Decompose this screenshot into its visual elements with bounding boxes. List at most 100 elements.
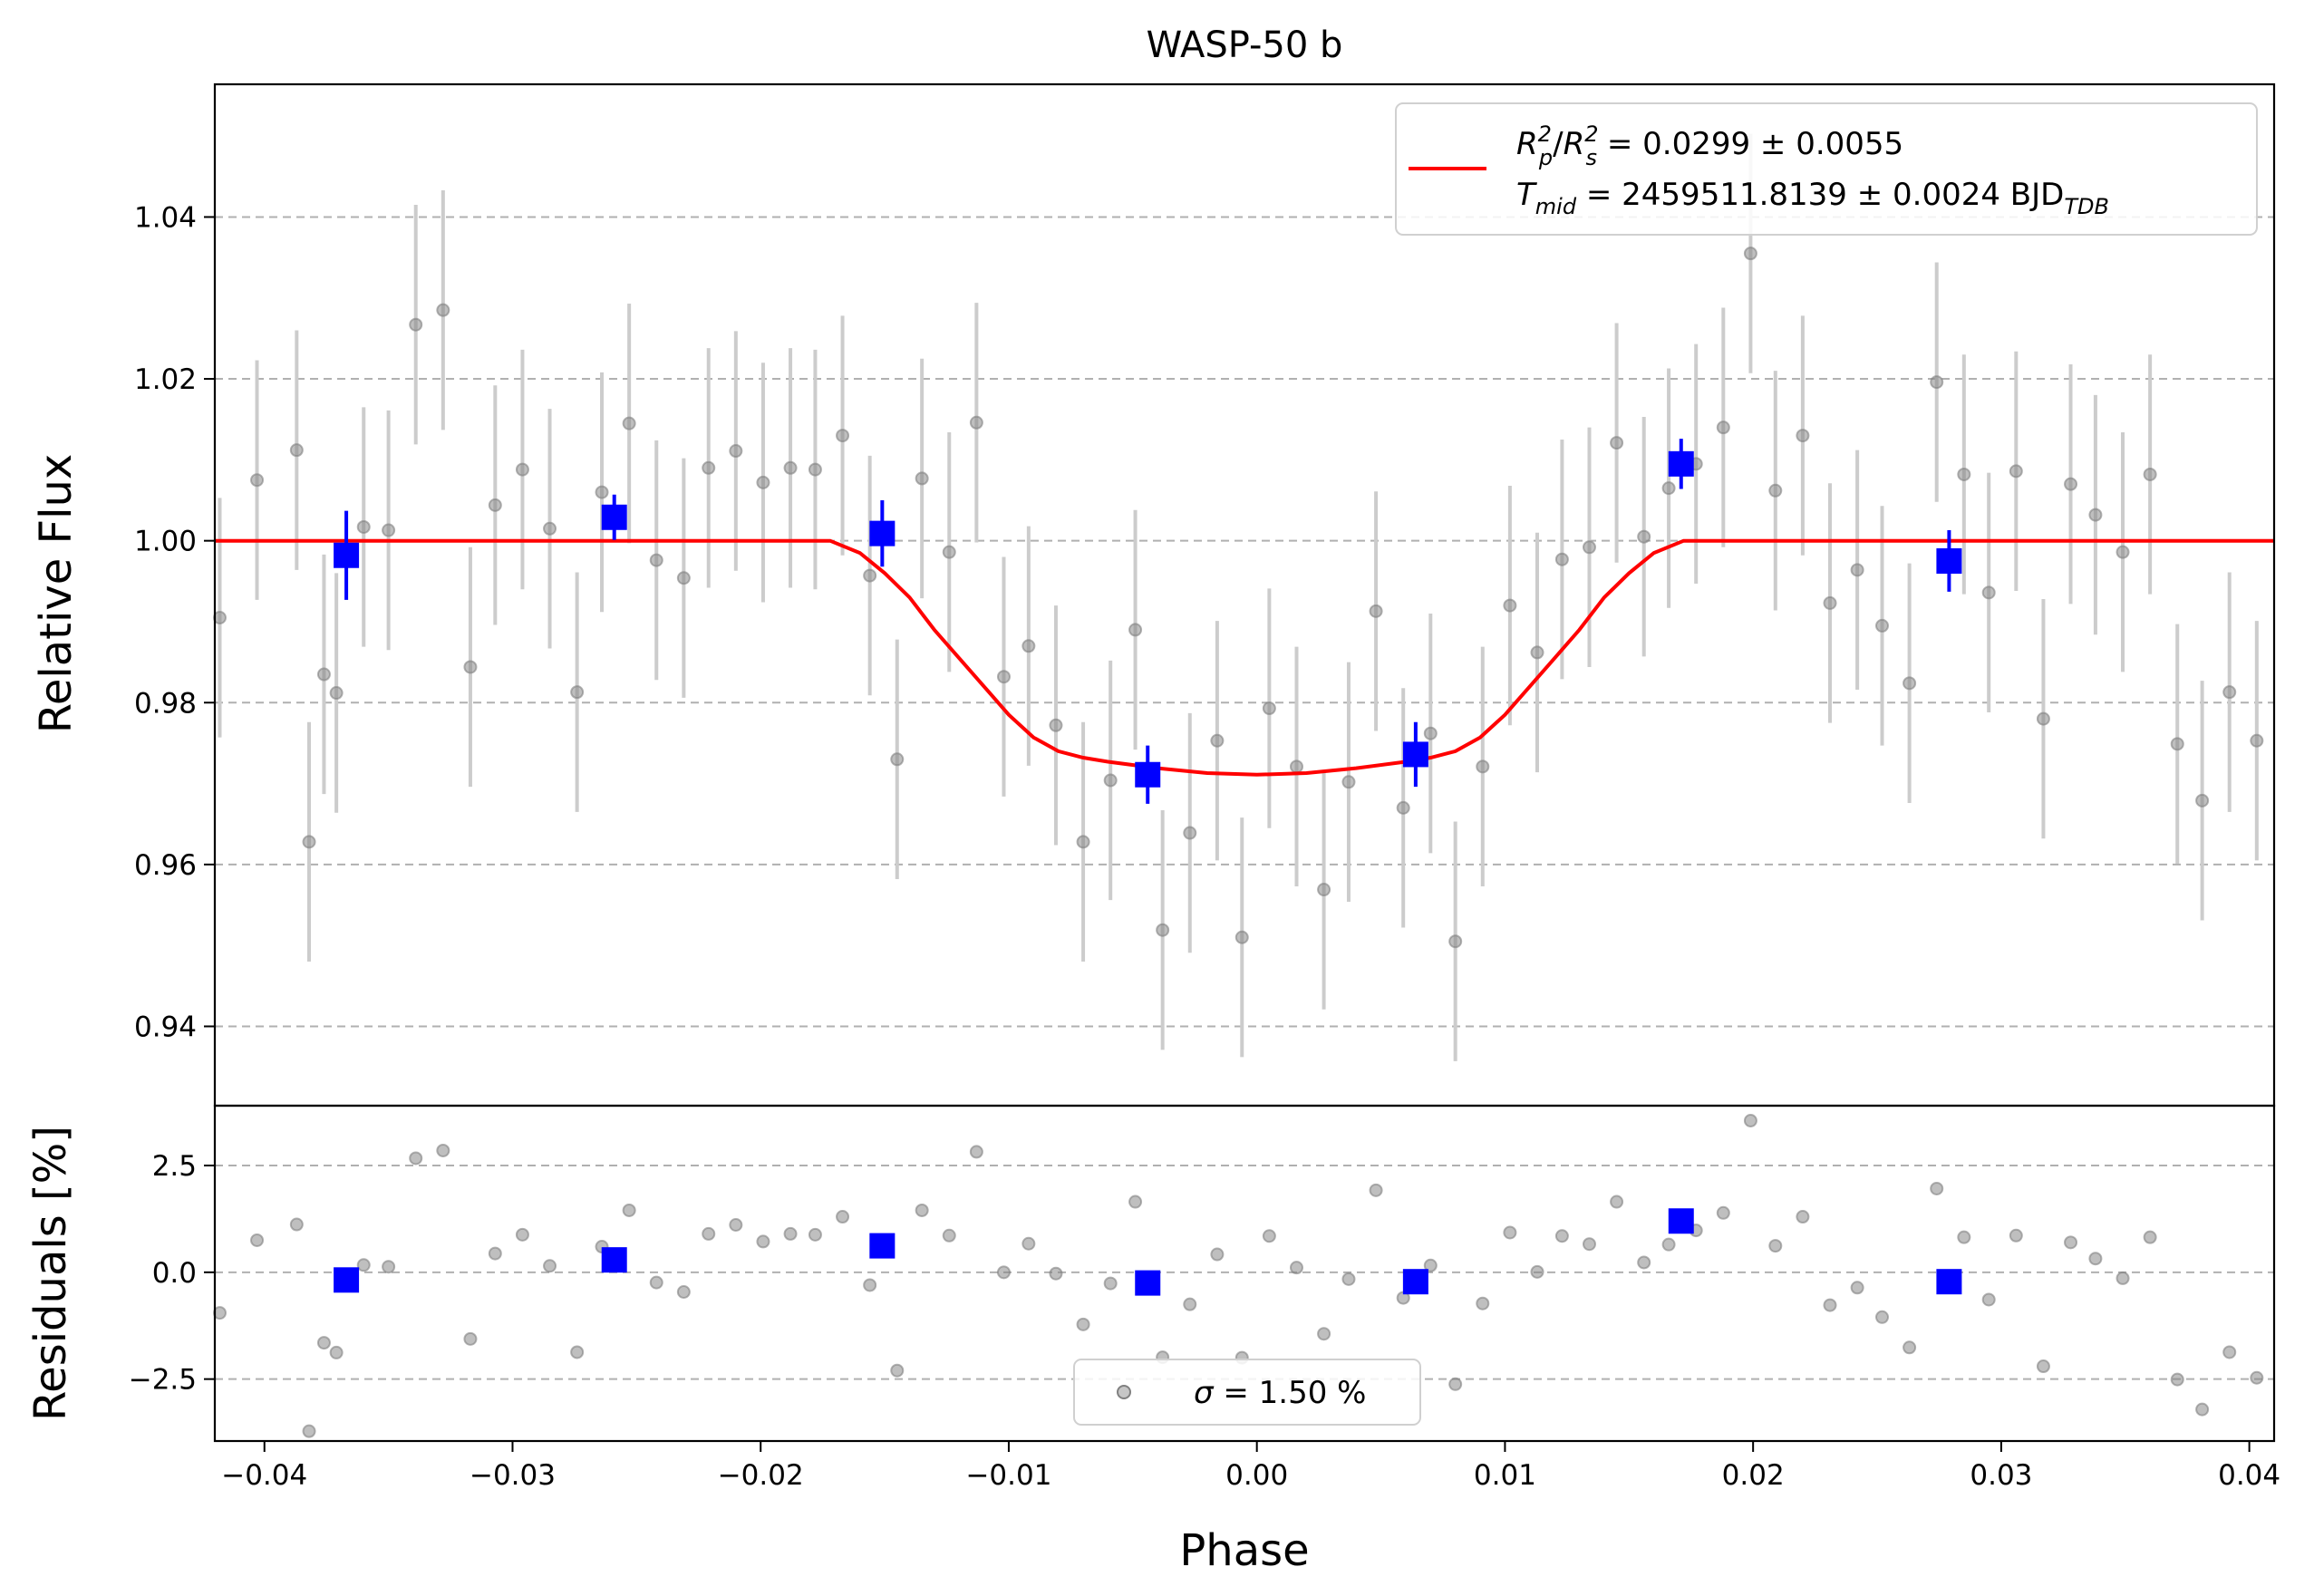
residual-point — [2143, 1230, 2157, 1244]
chart-title: WASP-50 b — [1147, 24, 1343, 66]
residual-point — [863, 1278, 877, 1292]
residual-point — [1423, 1258, 1438, 1272]
top-y-axis-label: Relative Flux — [31, 454, 82, 734]
raw-point — [863, 568, 877, 583]
residual-point — [1262, 1229, 1276, 1243]
raw-point — [1396, 800, 1410, 815]
raw-point — [808, 462, 822, 477]
residual-point — [409, 1151, 423, 1166]
raw-point — [2250, 733, 2264, 748]
residual-point — [915, 1203, 929, 1217]
residual-point — [756, 1234, 770, 1249]
residual-point — [649, 1275, 663, 1290]
top-raw-points — [212, 247, 2264, 949]
transit-model-line — [215, 538, 2274, 777]
raw-point — [1768, 483, 1783, 498]
raw-point — [1716, 421, 1730, 435]
residual-point — [2009, 1228, 2023, 1243]
residual-point — [836, 1210, 850, 1224]
top-y-tick-label: 0.96 — [134, 849, 197, 882]
binned-residual-point — [1936, 1269, 1962, 1295]
raw-point — [1076, 835, 1090, 849]
residual-point — [2195, 1402, 2210, 1417]
raw-point — [890, 752, 905, 767]
top-legend: R2 p/R2 s = 0.0299 ± 0.0055 Tmid = 2459511… — [1395, 102, 2258, 236]
residual-point — [1823, 1298, 1837, 1312]
bottom-y-axis-label: Residuals [%] — [25, 1126, 76, 1421]
raw-point — [676, 571, 691, 585]
bottom-y-tick-label: 0.0 — [152, 1257, 197, 1290]
residual-point — [729, 1218, 743, 1233]
residual-point — [1021, 1236, 1036, 1251]
raw-point — [329, 686, 344, 701]
raw-point — [2064, 477, 2078, 491]
raw-point — [1289, 759, 1303, 774]
raw-point — [649, 553, 663, 567]
binned-point — [1135, 761, 1161, 788]
binned-point — [869, 520, 896, 547]
raw-point — [1981, 585, 1996, 600]
bottom-y-tick-label: 2.5 — [152, 1150, 197, 1183]
raw-point — [250, 473, 265, 488]
raw-point — [1796, 429, 1810, 443]
legend-depth-text: R2 p/R2 s = 0.0299 ± 0.0055 — [1516, 121, 1903, 170]
raw-point — [1476, 759, 1490, 774]
residual-point — [1874, 1310, 1889, 1324]
raw-point — [436, 303, 450, 317]
raw-point — [1128, 623, 1143, 637]
raw-point — [2222, 685, 2237, 700]
x-tick-label: 0.03 — [1970, 1459, 2032, 1492]
x-tick-label: −0.01 — [965, 1459, 1051, 1492]
residual-point — [289, 1217, 304, 1232]
raw-point — [1874, 618, 1889, 633]
residual-point — [969, 1145, 983, 1159]
binned-point — [1668, 450, 1694, 477]
raw-point — [2170, 737, 2184, 751]
raw-point — [1341, 775, 1356, 789]
raw-point — [996, 670, 1011, 684]
residual-point — [2036, 1359, 2050, 1374]
raw-point — [1103, 773, 1118, 788]
residual-point — [808, 1227, 822, 1242]
raw-point — [463, 660, 478, 674]
residual-point — [1317, 1327, 1331, 1341]
raw-point — [2195, 793, 2210, 808]
raw-point — [2143, 467, 2157, 481]
top-y-ticks: 0.94 0.96 0.98 1.00 1.02 1.04 — [134, 201, 215, 1043]
raw-point — [1503, 598, 1517, 613]
raw-point — [729, 444, 743, 459]
residual-point — [2064, 1235, 2078, 1250]
x-tick-label: −0.02 — [718, 1459, 804, 1492]
raw-point — [2009, 464, 2023, 479]
x-ticks: −0.04 −0.03 −0.02 −0.01 0.00 0.01 0.02 0.03 0.04 — [221, 1441, 2280, 1492]
residual-point — [1981, 1292, 1996, 1307]
top-y-tick-label: 0.94 — [134, 1011, 197, 1043]
residual-point — [942, 1228, 956, 1243]
residual-point — [1103, 1276, 1118, 1291]
bottom-legend: σ = 1.50 % — [1073, 1359, 1421, 1426]
raw-point — [1661, 481, 1676, 496]
residual-point — [329, 1345, 344, 1359]
residual-point — [2088, 1252, 2103, 1266]
residual-point — [1850, 1281, 1864, 1295]
raw-point — [622, 416, 636, 430]
bottom-gridlines — [215, 1164, 2274, 1380]
raw-point — [969, 415, 983, 430]
bottom-binned-points — [334, 1208, 1962, 1296]
binned-residual-point — [869, 1233, 896, 1259]
raw-point — [1156, 923, 1170, 937]
binned-residual-point — [601, 1247, 627, 1273]
residual-point — [1369, 1183, 1383, 1197]
x-tick-label: 0.00 — [1225, 1459, 1288, 1492]
residual-point — [1957, 1230, 1971, 1244]
residual-point — [1210, 1247, 1225, 1262]
residual-point — [463, 1331, 478, 1346]
residual-point — [890, 1363, 905, 1378]
bottom-panel-frame — [213, 1104, 2276, 1443]
raw-point — [302, 835, 316, 849]
residual-point — [515, 1227, 529, 1242]
residual-point — [1476, 1296, 1490, 1311]
residual-point — [996, 1265, 1011, 1280]
raw-point — [1637, 529, 1651, 544]
